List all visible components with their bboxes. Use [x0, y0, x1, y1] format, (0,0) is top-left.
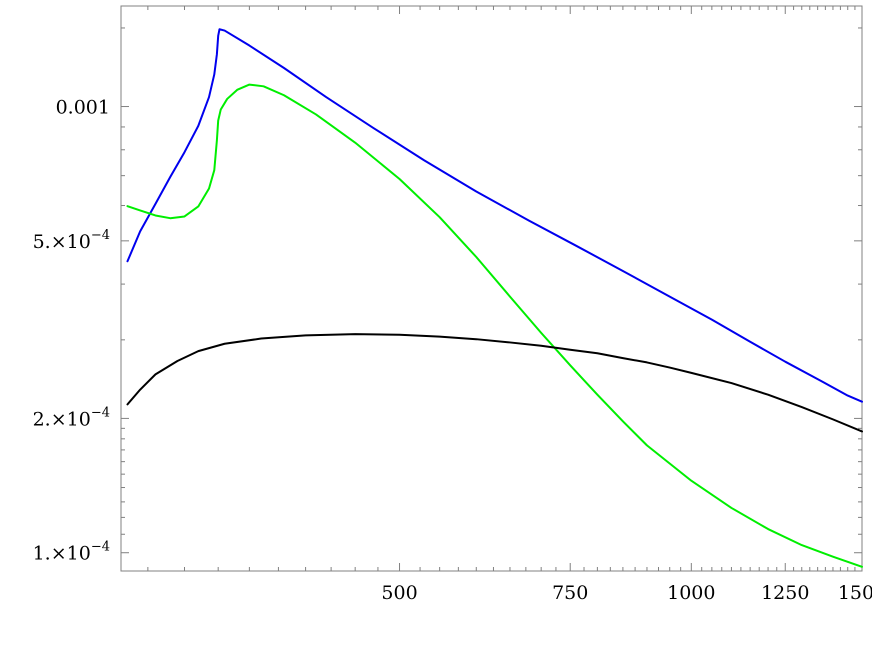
data-series [126, 28, 863, 568]
series-line-2 [126, 83, 863, 568]
x-tick-label: 750 [552, 582, 588, 604]
y-tick-label: 1.×10−4 [33, 540, 110, 565]
x-tick-label: 500 [381, 582, 417, 604]
plot-frame [120, 5, 863, 572]
axis-ticks [121, 6, 863, 571]
y-tick-label: 2.×10−4 [33, 405, 110, 430]
y-tick-label: 5.×10−4 [33, 228, 110, 253]
x-tick-label: 1250 [761, 582, 809, 604]
x-tick-label: 1000 [667, 582, 715, 604]
y-tick-label: 0.001 [56, 97, 110, 119]
series-line-1 [126, 28, 863, 403]
series-line-3 [126, 333, 863, 433]
